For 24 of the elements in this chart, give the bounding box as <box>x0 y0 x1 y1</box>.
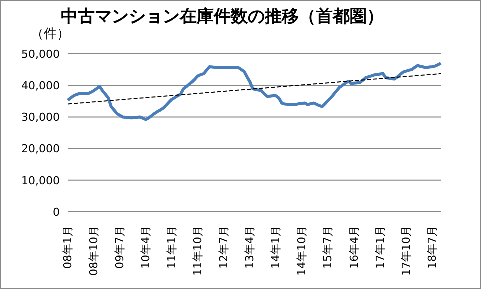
y-tick-label: 50,000 <box>22 48 60 61</box>
y-tick-label: 10,000 <box>22 174 60 188</box>
x-tick-label: 18年7月 <box>426 226 439 269</box>
x-tick-label: 16年4月 <box>348 226 361 269</box>
x-tick-label: 14年1月 <box>270 226 283 269</box>
y-tick-label: 20,000 <box>22 142 60 156</box>
x-tick-label: 11年10月 <box>192 226 205 276</box>
x-tick-label: 09年7月 <box>114 226 127 269</box>
y-tick-label: 30,000 <box>22 111 60 124</box>
line-series <box>66 62 442 122</box>
x-tick-label: 12年7月 <box>218 226 231 269</box>
x-tick-label: 13年4月 <box>244 226 257 269</box>
x-tick-label: 08年1月 <box>62 226 74 269</box>
x-tick-label: 08年10月 <box>88 226 101 276</box>
y-axis-title: （件） <box>31 26 70 43</box>
x-tick-label: 17年1月 <box>374 226 387 269</box>
chart-title: 中古マンション在庫件数の推移（首都圏） <box>61 6 384 28</box>
x-tick-label: 17年10月 <box>400 226 413 276</box>
x-tick-label: 10年4月 <box>140 226 153 269</box>
y-tick-label: 0 <box>53 206 60 219</box>
y-tick-label: 40,000 <box>22 80 60 93</box>
x-tick-label: 14年10月 <box>296 226 309 276</box>
x-tick-label: 11年1月 <box>166 226 179 269</box>
x-tick-label: 15年7月 <box>322 226 335 269</box>
